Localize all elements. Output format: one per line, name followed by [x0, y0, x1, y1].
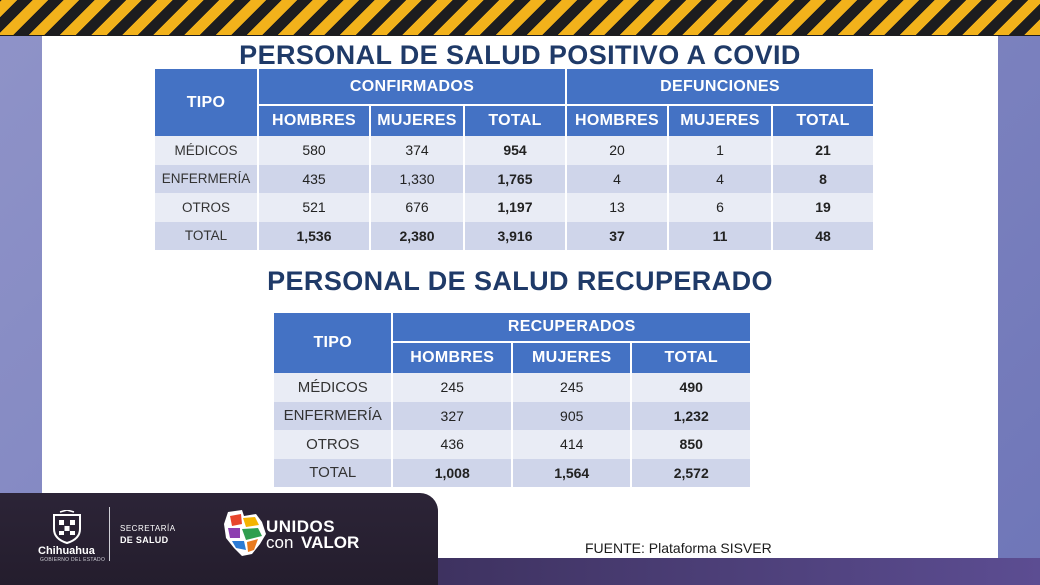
table-cell: 905 — [512, 401, 631, 430]
row-label: OTROS — [274, 430, 392, 459]
col-header-defunciones-total: TOTAL — [773, 106, 874, 136]
table-cell: 435 — [259, 164, 369, 193]
table-cell: 1,536 — [259, 221, 369, 250]
state-subtitle: GOBIERNO DEL ESTADO — [40, 557, 106, 563]
table-row: ENFERMERÍA 327 905 1,232 — [274, 401, 750, 430]
table-cell: 245 — [393, 373, 511, 402]
table-cell: 245 — [512, 373, 631, 402]
table-cell-total: 21 — [773, 136, 874, 165]
col-header-confirmados-total: TOTAL — [465, 106, 565, 136]
table-cell: 13 — [567, 193, 667, 222]
secretaria-line-1: SECRETARÍA — [120, 524, 176, 533]
row-label: ENFERMERÍA — [274, 401, 392, 430]
row-label: MÉDICOS — [155, 136, 257, 165]
recovered-table: TIPO RECUPERADOS HOMBRES MUJERES TOTAL M… — [272, 313, 752, 487]
table-cell: 676 — [371, 193, 463, 222]
chihuahua-map-icon — [224, 510, 266, 556]
table-cell: 374 — [371, 136, 463, 165]
tipo-header: TIPO — [274, 313, 392, 373]
confirmados-header: CONFIRMADOS — [259, 69, 565, 106]
row-label: OTROS — [155, 193, 257, 222]
table-cell: 1 — [669, 136, 771, 165]
covid-positive-table: TIPO CONFIRMADOS DEFUNCIONES HOMBRES MUJ… — [153, 69, 875, 250]
table-row-total: TOTAL 1,008 1,564 2,572 — [274, 458, 750, 487]
defunciones-header: DEFUNCIONES — [567, 69, 874, 106]
table-cell: 2,380 — [371, 221, 463, 250]
table-row: MÉDICOS 245 245 490 — [274, 373, 750, 402]
table-cell: 6 — [669, 193, 771, 222]
col-header-total: TOTAL — [632, 343, 750, 373]
table-cell-total: 19 — [773, 193, 874, 222]
table-cell: 580 — [259, 136, 369, 165]
table-cell: 20 — [567, 136, 667, 165]
table-cell: 414 — [512, 430, 631, 459]
table-cell-total: 3,916 — [465, 221, 565, 250]
table-cell-total: 1,197 — [465, 193, 565, 222]
col-header-defunciones-hombres: HOMBRES — [567, 106, 667, 136]
table-cell: 1,564 — [512, 458, 631, 487]
table-cell: 4 — [669, 164, 771, 193]
state-crest-icon — [53, 510, 81, 544]
table-cell-total: 1,765 — [465, 164, 565, 193]
row-label: TOTAL — [155, 221, 257, 250]
row-label: ENFERMERÍA — [155, 164, 257, 193]
campaign-valor: VALOR — [301, 533, 360, 552]
table-cell-total: 850 — [632, 430, 750, 459]
table-cell-total: 2,572 — [632, 458, 750, 487]
row-label: TOTAL — [274, 458, 392, 487]
col-header-confirmados-mujeres: MUJERES — [371, 106, 463, 136]
bottom-accent-strip — [438, 558, 1040, 585]
col-header-confirmados-hombres: HOMBRES — [259, 106, 369, 136]
logo-divider — [109, 507, 110, 561]
table-cell-total: 954 — [465, 136, 565, 165]
table-cell-total: 48 — [773, 221, 874, 250]
table-cell: 37 — [567, 221, 667, 250]
table-cell-total: 8 — [773, 164, 874, 193]
table-row: OTROS 436 414 850 — [274, 430, 750, 459]
col-header-hombres: HOMBRES — [393, 343, 511, 373]
table-cell: 521 — [259, 193, 369, 222]
recuperados-header: RECUPERADOS — [393, 313, 750, 343]
source-note: FUENTE: Plataforma SISVER — [585, 540, 772, 556]
table-cell: 327 — [393, 401, 511, 430]
col-header-mujeres: MUJERES — [512, 343, 631, 373]
table-row-total: TOTAL 1,536 2,380 3,916 37 11 48 — [155, 221, 874, 250]
table-cell: 1,330 — [371, 164, 463, 193]
tipo-header: TIPO — [155, 69, 257, 136]
table-cell-total: 1,232 — [632, 401, 750, 430]
covid-positive-title: PERSONAL DE SALUD POSITIVO A COVID — [239, 40, 801, 70]
hazard-stripe-band — [0, 0, 1040, 36]
row-label: MÉDICOS — [274, 373, 392, 402]
table-cell: 1,008 — [393, 458, 511, 487]
campaign-unidos: UNIDOS — [266, 517, 336, 536]
campaign-con: con — [266, 533, 294, 552]
table-cell: 436 — [393, 430, 511, 459]
recovered-title: PERSONAL DE SALUD RECUPERADO — [267, 266, 773, 296]
state-name: Chihuahua — [38, 545, 95, 557]
table-row: OTROS 521 676 1,197 13 6 19 — [155, 193, 874, 222]
table-row: ENFERMERÍA 435 1,330 1,765 4 4 8 — [155, 164, 874, 193]
secretaria-line-2: DE SALUD — [120, 535, 169, 545]
table-row: MÉDICOS 580 374 954 20 1 21 — [155, 136, 874, 165]
table-cell: 4 — [567, 164, 667, 193]
table-cell-total: 490 — [632, 373, 750, 402]
table-cell: 11 — [669, 221, 771, 250]
branding-banner — [0, 493, 438, 585]
col-header-defunciones-mujeres: MUJERES — [669, 106, 771, 136]
